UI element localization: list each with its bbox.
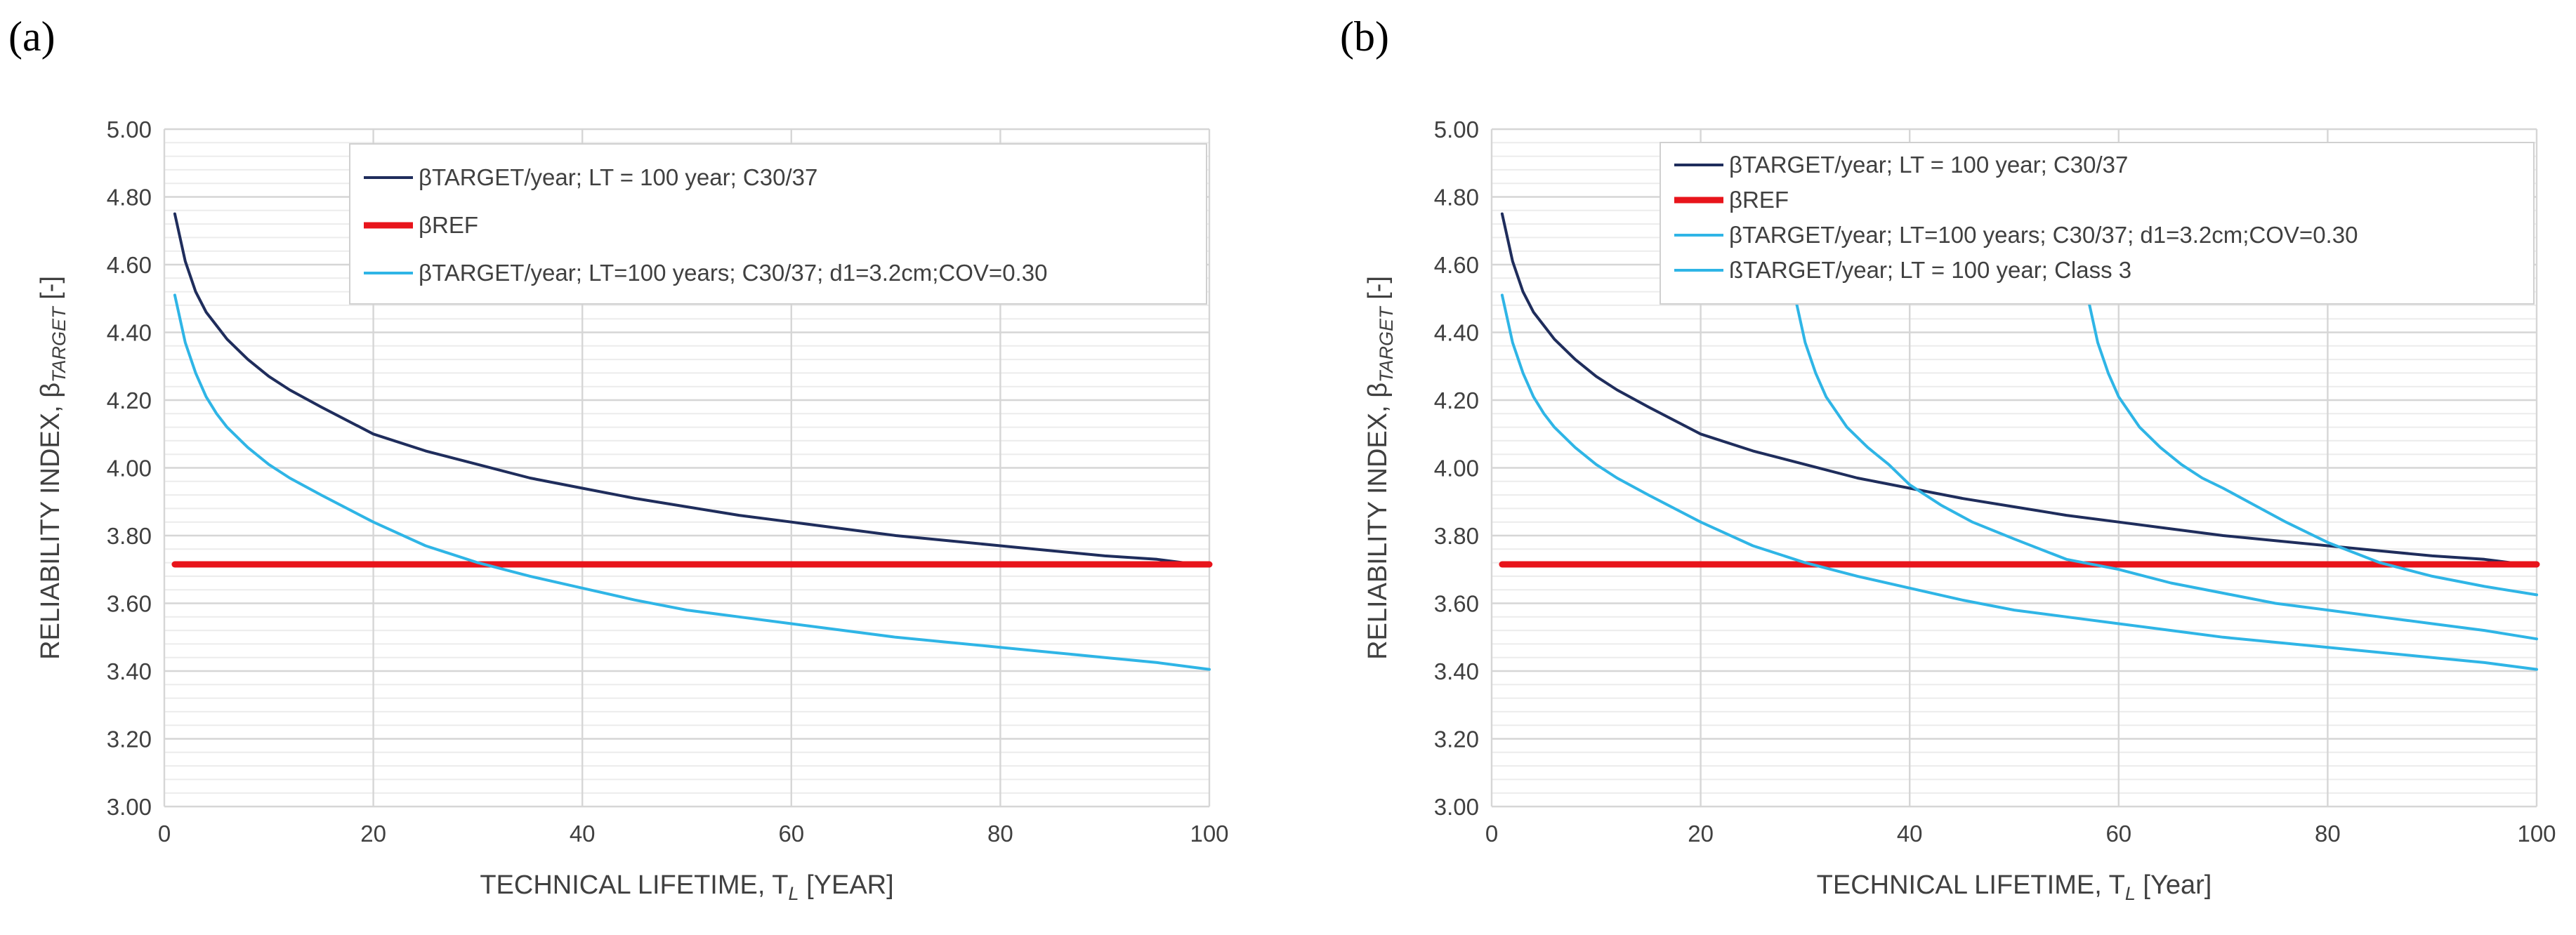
series-line-2 (1500, 293, 2538, 671)
y-tick-label: 4.80 (107, 185, 152, 211)
series-line-4 (2086, 293, 2538, 597)
legend-entry: ßTARGET/year; LT = 100 year; Class 3 (1729, 257, 2131, 283)
series-lines (171, 212, 1213, 671)
series-line-0 (1500, 212, 2538, 568)
x-tick-label: 60 (778, 821, 804, 847)
chart-panel-a: (a) 3.00 3.20 3.40 3.60 3.80 4.00 4.20 4.40 4.60… (8, 13, 1229, 904)
x-tick-label: 60 (2105, 821, 2131, 847)
chart-a-svg: 3.00 3.20 3.40 3.60 3.80 4.00 4.20 4.40 4.60 4.80… (36, 117, 1229, 904)
y-axis-ticks: 3.00 3.20 3.40 3.60 3.80 4.00 4.20 4.40 4.60 4.80… (1434, 117, 1479, 820)
y-tick-label: 4.40 (1434, 320, 1479, 346)
y-tick-label: 4.20 (1434, 387, 1479, 413)
y-tick-label: 3.60 (1434, 591, 1479, 617)
y-axis-ticks: 3.00 3.20 3.40 3.60 3.80 4.00 4.20 4.40 4.60 4.80… (107, 117, 152, 820)
legend: βTARGET/year; LT = 100 year; C30/37 βREF β… (1660, 142, 2535, 305)
legend-entry: βREF (419, 212, 478, 238)
series-lines (1499, 212, 2540, 671)
y-tick-label: 3.60 (107, 591, 152, 617)
legend-entry: βTARGET/year; LT = 100 year; C30/37 (419, 164, 817, 190)
legend-entry: βTARGET/year; LT = 100 year; C30/37 (1729, 152, 2128, 178)
y-tick-label: 4.80 (1434, 185, 1479, 211)
y-tick-label: 4.60 (107, 252, 152, 278)
legend-box (1660, 142, 2535, 305)
x-axis-title: TECHNICAL LIFETIME, TL [Year] (1817, 870, 2212, 904)
panel-label-b: (b) (1340, 13, 1389, 60)
chart-panel-b: (b) 3.00 3.20 3.40 3.60 3.80 4.00 4.20 4.40 4.60… (1288, 0, 2576, 935)
series-line-3 (1793, 293, 2538, 641)
x-tick-label: 0 (158, 821, 171, 847)
y-tick-label: 3.20 (1434, 727, 1479, 752)
y-tick-label: 4.20 (107, 387, 152, 413)
legend-entry: βTARGET/year; LT=100 years; C30/37; d1=3… (419, 260, 1047, 286)
x-axis-ticks: 0 20 40 60 80 100 (158, 821, 1229, 847)
y-tick-label: 4.40 (107, 320, 152, 346)
series-line-2 (173, 293, 1211, 671)
y-tick-label: 3.40 (107, 658, 152, 684)
y-tick-label: 4.00 (107, 456, 152, 482)
y-tick-label: 3.40 (1434, 658, 1479, 684)
y-tick-label: 4.60 (1434, 252, 1479, 278)
x-tick-label: 0 (1485, 821, 1498, 847)
y-tick-label: 3.20 (107, 727, 152, 752)
x-tick-label: 80 (2315, 821, 2341, 847)
y-tick-label: 3.00 (1434, 794, 1479, 820)
y-tick-label: 5.00 (1434, 117, 1479, 142)
x-tick-label: 20 (1688, 821, 1714, 847)
x-axis-title: TECHNICAL LIFETIME, TL [YEAR] (480, 870, 893, 904)
legend-entry: βREF (1729, 187, 1789, 213)
y-tick-label: 3.80 (1434, 523, 1479, 549)
panel-label-a: (a) (8, 13, 55, 60)
y-tick-label: 5.00 (107, 117, 152, 142)
chart-b-svg: 3.00 3.20 3.40 3.60 3.80 4.00 4.20 4.40 4.60 4.80… (1363, 117, 2556, 904)
y-tick-label: 4.00 (1434, 456, 1479, 482)
x-tick-label: 40 (570, 821, 596, 847)
x-tick-label: 80 (987, 821, 1013, 847)
y-tick-label: 3.00 (107, 794, 152, 820)
x-tick-label: 20 (360, 821, 386, 847)
x-tick-label: 100 (2517, 821, 2556, 847)
x-tick-label: 100 (1190, 821, 1228, 847)
legend: βTARGET/year; LT = 100 year; C30/37 βREF β… (349, 143, 1207, 305)
x-axis-ticks: 0 20 40 60 80 100 (1485, 821, 2556, 847)
legend-box (349, 143, 1207, 305)
series-line-0 (173, 212, 1211, 568)
x-tick-label: 40 (1897, 821, 1923, 847)
legend-entry: βTARGET/year; LT=100 years; C30/37; d1=3… (1729, 222, 2358, 248)
y-axis-title: RELIABILITY INDEX, βTARGET [-] (1363, 276, 1397, 660)
y-tick-label: 3.80 (107, 523, 152, 549)
y-axis-title: RELIABILITY INDEX, βTARGET [-] (36, 276, 70, 660)
